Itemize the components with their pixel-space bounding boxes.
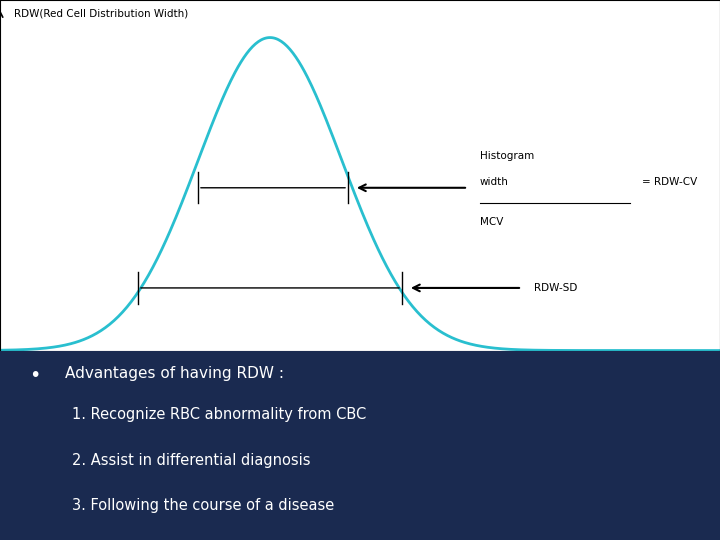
Text: MCV: MCV bbox=[480, 217, 503, 227]
Text: Advantages of having RDW :: Advantages of having RDW : bbox=[65, 366, 284, 381]
Text: 1. Recognize RBC abnormality from CBC: 1. Recognize RBC abnormality from CBC bbox=[72, 407, 366, 422]
Text: 2. Assist in differential diagnosis: 2. Assist in differential diagnosis bbox=[72, 453, 310, 468]
Text: RDW-SD: RDW-SD bbox=[534, 283, 577, 293]
Text: width: width bbox=[480, 177, 509, 186]
Text: = RDW-CV: = RDW-CV bbox=[642, 177, 697, 186]
Text: RDW(Red Cell Distribution Width): RDW(Red Cell Distribution Width) bbox=[14, 8, 189, 18]
Text: •: • bbox=[29, 366, 40, 384]
Text: 3. Following the course of a disease: 3. Following the course of a disease bbox=[72, 498, 334, 514]
Text: Histogram: Histogram bbox=[480, 152, 534, 161]
X-axis label: Mean cell volume (fL): Mean cell volume (fL) bbox=[300, 374, 420, 384]
